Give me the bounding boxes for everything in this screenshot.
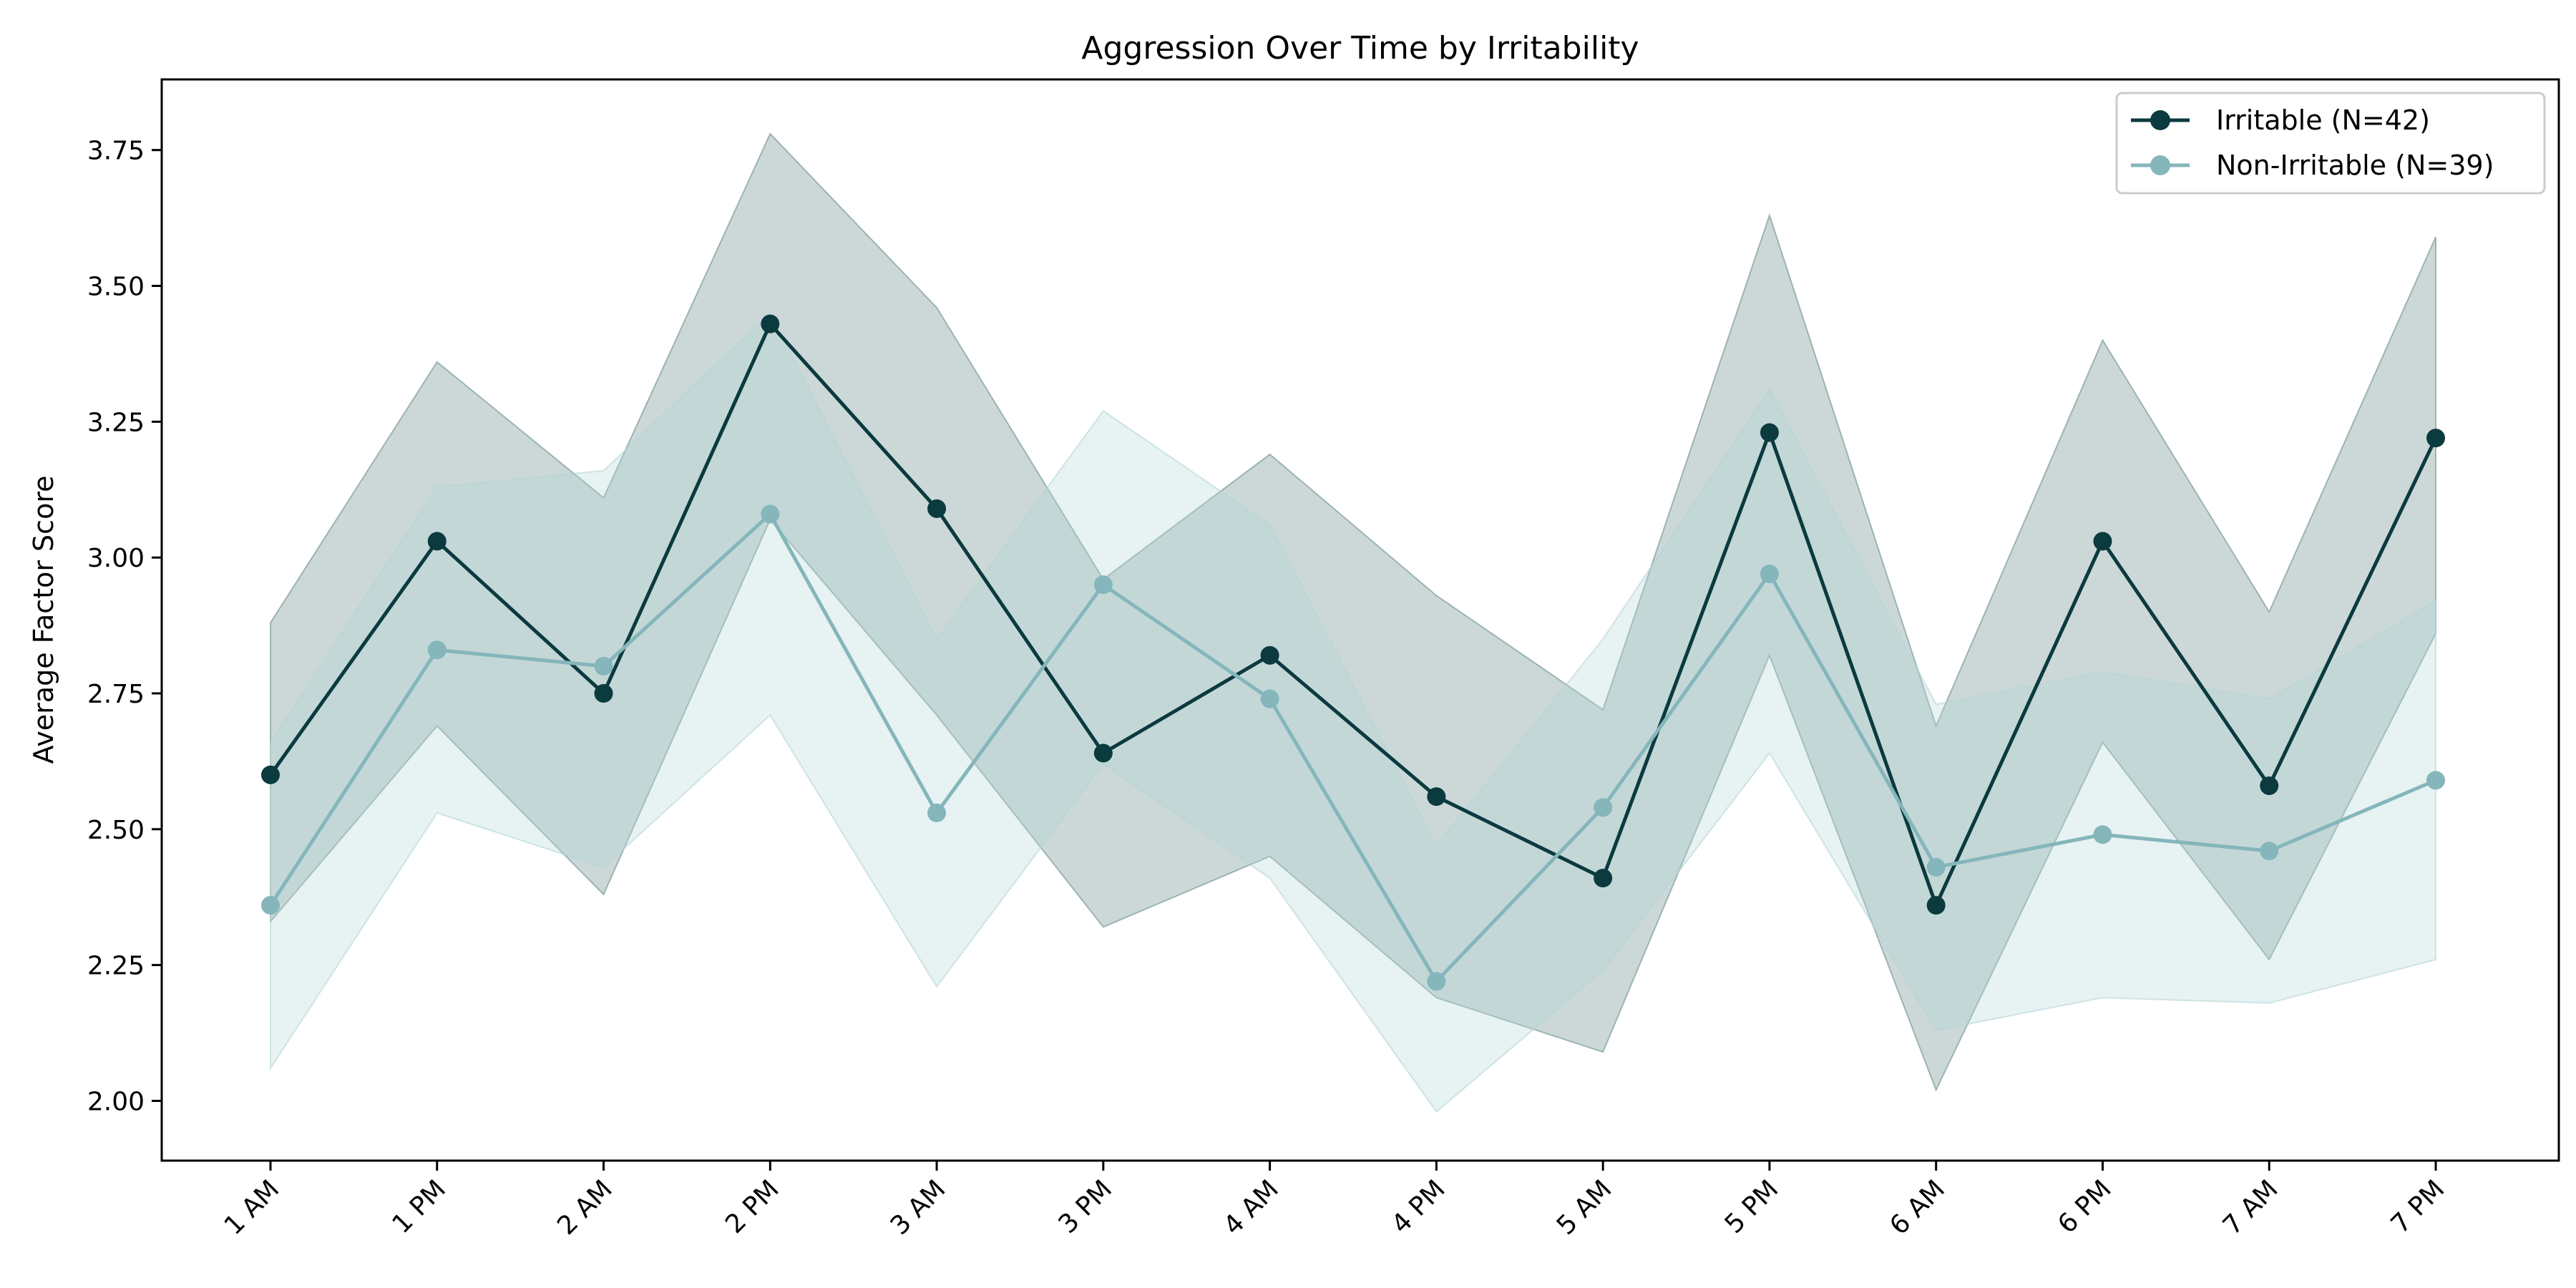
data-point-non-irritable-1-am (261, 896, 280, 915)
data-point-irritable-6-am (1926, 896, 1946, 915)
y-tick-label: 3.00 (87, 544, 145, 573)
data-point-irritable-6-pm (2093, 532, 2112, 551)
y-axis: 2.00 2.25 2.50 2.75 3.00 3.25 3.50 3.75 (87, 137, 162, 1116)
data-point-non-irritable-7-am (2260, 841, 2279, 861)
data-point-non-irritable-2-am (594, 657, 613, 676)
legend-frame (2115, 92, 2546, 195)
legend: Irritable (N=42) Non-Irritable (N=39) (2115, 92, 2546, 195)
series-line-non-irritable (268, 512, 2436, 983)
legend-label-irritable: Irritable (N=42) (2216, 104, 2430, 136)
data-point-irritable-5-am (1594, 869, 1613, 888)
data-point-irritable-7-pm (2426, 429, 2445, 448)
data-point-non-irritable-3-am (927, 804, 947, 823)
data-point-irritable-2-am (594, 684, 613, 703)
data-point-non-irritable-6-pm (2093, 825, 2112, 844)
data-point-irritable-3-am (927, 499, 947, 518)
data-point-irritable-4-am (1260, 645, 1279, 665)
plot-area-frame (160, 78, 2560, 1162)
legend-marker-irritable (2150, 110, 2170, 130)
data-point-non-irritable-2-pm (761, 504, 780, 524)
data-point-irritable-4-pm (1427, 787, 1446, 806)
chart-title: Aggression Over Time by Irritability (1081, 30, 1639, 67)
series-line-irritable (268, 322, 2438, 907)
data-point-non-irritable-5-am (1594, 798, 1613, 817)
data-point-non-irritable-3-pm (1093, 575, 1113, 595)
data-point-irritable-1-am (261, 765, 280, 784)
y-tick-label: 3.50 (87, 273, 145, 302)
data-point-irritable-2-pm (761, 314, 780, 333)
y-tick-label: 3.75 (87, 137, 145, 166)
y-tick-label: 3.25 (87, 408, 145, 437)
data-point-non-irritable-7-pm (2426, 771, 2445, 790)
data-point-irritable-3-pm (1093, 743, 1113, 763)
legend-label-non-irritable: Non-Irritable (N=39) (2216, 150, 2494, 181)
data-point-non-irritable-4-am (1260, 689, 1279, 708)
confidence-band-non-irritable (270, 311, 2436, 1113)
y-tick-label: 2.25 (87, 952, 145, 981)
y-tick-label: 2.50 (87, 816, 145, 845)
data-point-non-irritable-4-pm (1427, 972, 1446, 991)
data-point-irritable-7-am (2260, 776, 2279, 796)
data-point-irritable-5-pm (1760, 423, 1779, 442)
legend-marker-non-irritable (2150, 155, 2170, 175)
data-point-non-irritable-6-am (1926, 857, 1946, 877)
data-point-non-irritable-5-pm (1760, 564, 1779, 583)
data-point-irritable-1-pm (427, 532, 447, 551)
y-tick-label: 2.00 (87, 1087, 145, 1116)
data-point-non-irritable-1-pm (427, 640, 447, 660)
y-tick-label: 2.75 (87, 680, 145, 709)
y-axis-label: Average Factor Score (28, 476, 59, 764)
